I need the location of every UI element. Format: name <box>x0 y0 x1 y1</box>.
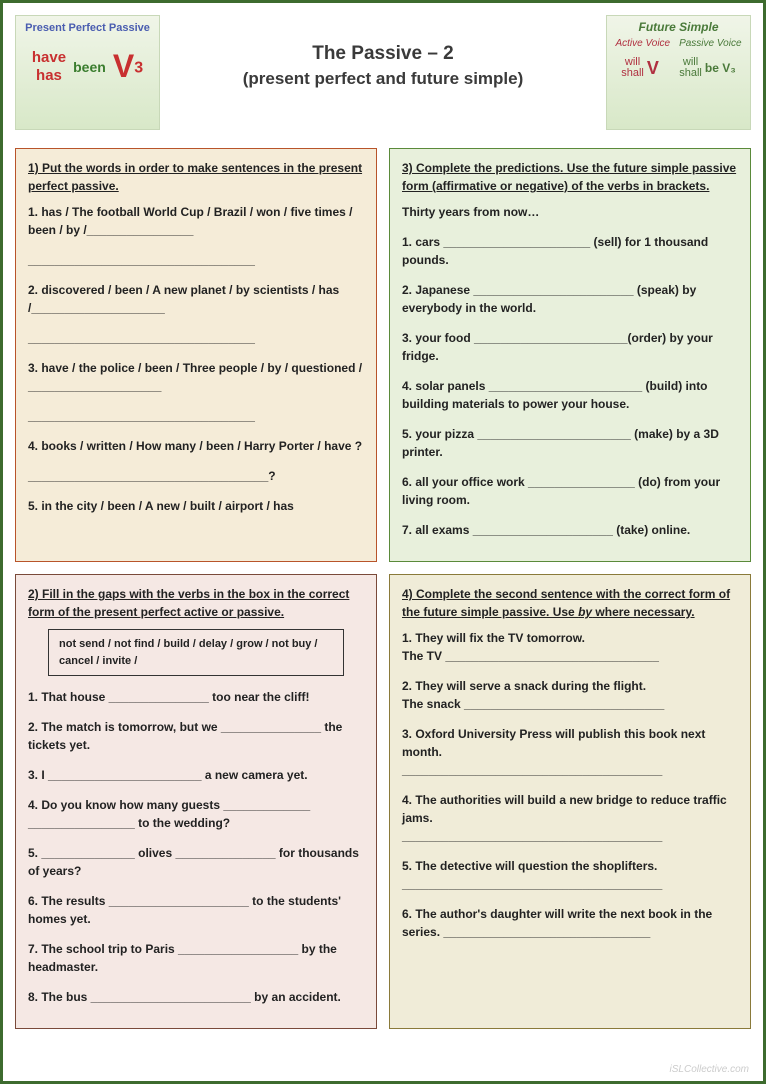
ex3-instruction: 3) Complete the predictions. Use the fut… <box>402 159 738 195</box>
right-formula: will shall V will shall be V₃ <box>611 57 746 79</box>
exercise-2: 2) Fill in the gaps with the verbs in th… <box>15 574 377 1029</box>
watermark: iSLCollective.com <box>670 1064 749 1075</box>
ex2-item: 8. The bus ________________________ by a… <box>28 988 364 1006</box>
been-text: been <box>73 59 106 75</box>
ex3-item: 6. all your office work ________________… <box>402 473 738 509</box>
ex1-item: 5. in the city / been / A new / built / … <box>28 497 364 515</box>
ex2-item: 7. The school trip to Paris ____________… <box>28 940 364 976</box>
exercise-4: 4) Complete the second sentence with the… <box>389 574 751 1029</box>
ex4-item: 1. They will fix the TV tomorrow. The TV… <box>402 629 738 665</box>
ex4-instruction: 4) Complete the second sentence with the… <box>402 585 738 621</box>
left-badge: Present Perfect Passive have has been V3 <box>15 15 160 130</box>
voice-row: Active Voice Passive Voice <box>611 38 746 49</box>
ex1-item: ____________________________________? <box>28 467 364 485</box>
ex3-lead: Thirty years from now… <box>402 203 738 221</box>
ex1-item: __________________________________ <box>28 329 364 347</box>
passive-voice-label: Passive Voice <box>679 38 741 49</box>
ex2-item: 1. That house _______________ too near t… <box>28 688 364 706</box>
exercise-3: 3) Complete the predictions. Use the fut… <box>389 148 751 562</box>
ex3-item: 1. cars ______________________ (sell) fo… <box>402 233 738 269</box>
exercise-1: 1) Put the words in order to make senten… <box>15 148 377 562</box>
ex4-item: 2. They will serve a snack during the fl… <box>402 677 738 713</box>
header: Present Perfect Passive have has been V3… <box>15 15 751 130</box>
have-has-text: have has <box>32 49 66 85</box>
ex3-item: 4. solar panels _______________________ … <box>402 377 738 413</box>
ex3-item: 3. your food _______________________(ord… <box>402 329 738 365</box>
ex2-item: 6. The results _____________________ to … <box>28 892 364 928</box>
ex2-item: 5. ______________ olives _______________… <box>28 844 364 880</box>
main-title: The Passive – 2 <box>160 43 606 65</box>
ex2-item: 3. I _______________________ a new camer… <box>28 766 364 784</box>
worksheet-page: Present Perfect Passive have has been V3… <box>0 0 766 1084</box>
ex3-item: 7. all exams _____________________ (take… <box>402 521 738 539</box>
ex1-item: 2. discovered / been / A new planet / by… <box>28 281 364 317</box>
ex4-item: 6. The author's daughter will write the … <box>402 905 738 941</box>
ex1-item: __________________________________ <box>28 407 364 425</box>
subtitle: (present perfect and future simple) <box>160 69 606 89</box>
active-voice-label: Active Voice <box>615 38 670 49</box>
ex1-item: 3. have / the police / been / Three peop… <box>28 359 364 395</box>
right-badge: Future Simple Active Voice Passive Voice… <box>606 15 751 130</box>
verb-box: not send / not find / build / delay / gr… <box>48 629 344 676</box>
right-badge-title: Future Simple <box>611 20 746 34</box>
ex1-item: __________________________________ <box>28 251 364 269</box>
left-badge-title: Present Perfect Passive <box>22 22 153 34</box>
ex1-instruction: 1) Put the words in order to make senten… <box>28 159 364 195</box>
ex2-item: 4. Do you know how many guests _________… <box>28 796 364 832</box>
center-title: The Passive – 2 (present perfect and fut… <box>160 15 606 89</box>
ex4-item: 3. Oxford University Press will publish … <box>402 725 738 779</box>
left-formula: have has been V3 <box>22 48 153 85</box>
ex1-item: 4. books / written / How many / been / H… <box>28 437 364 455</box>
ex4-item: 4. The authorities will build a new brid… <box>402 791 738 845</box>
v3-symbol: V <box>113 48 134 84</box>
exercise-grid: 1) Put the words in order to make senten… <box>15 148 751 1029</box>
ex2-instruction: 2) Fill in the gaps with the verbs in th… <box>28 585 364 621</box>
ex3-item: 5. your pizza _______________________ (m… <box>402 425 738 461</box>
ex2-item: 2. The match is tomorrow, but we _______… <box>28 718 364 754</box>
ex1-item: 1. has / The football World Cup / Brazil… <box>28 203 364 239</box>
ex3-item: 2. Japanese ________________________ (sp… <box>402 281 738 317</box>
ex4-item: 5. The detective will question the shopl… <box>402 857 738 893</box>
